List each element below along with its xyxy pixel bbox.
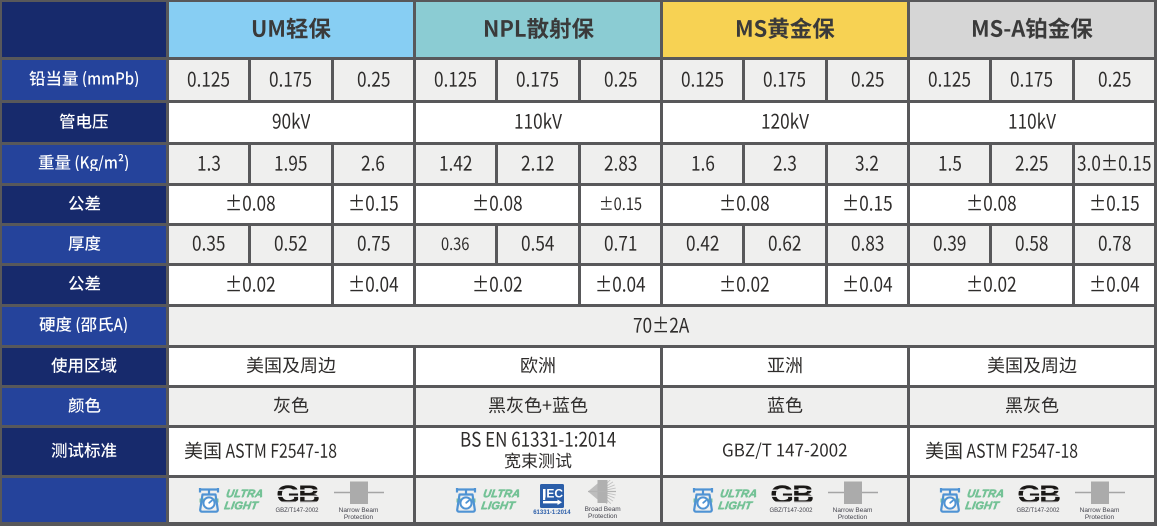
svg-text:IEC: IEC <box>543 487 563 501</box>
